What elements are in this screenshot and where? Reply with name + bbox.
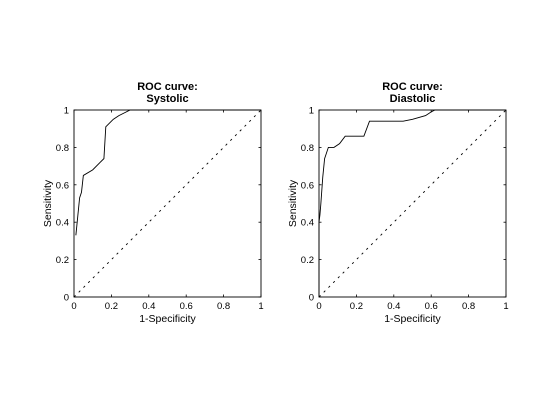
y-tick-label: 0.6 xyxy=(301,180,314,191)
y-tick-label: 0.4 xyxy=(301,218,314,229)
x-tick-label: 0.8 xyxy=(462,301,475,312)
x-axis-label: 1-Specificity xyxy=(384,313,441,325)
chart-subtitle: Diastolic xyxy=(390,93,436,105)
y-tick-label: 0.4 xyxy=(56,218,69,229)
chart-subtitle: Systolic xyxy=(146,93,188,105)
y-tick-label: 0.2 xyxy=(301,255,314,266)
chart-title: ROC curve: xyxy=(137,81,198,93)
x-tick-label: 1 xyxy=(503,301,508,312)
roc-curve-line xyxy=(75,109,261,236)
x-tick-label: 0.2 xyxy=(350,301,363,312)
axes-frame xyxy=(318,109,507,298)
x-axis-label: 1-Specificity xyxy=(139,313,196,325)
y-tick-label: 0.6 xyxy=(56,180,69,191)
roc-curve-line xyxy=(318,109,506,297)
y-tick-label: 1 xyxy=(309,106,314,117)
x-tick-label: 0.2 xyxy=(105,301,118,312)
y-axis-label: Sensitivity xyxy=(42,179,54,227)
y-tick-label: 0.8 xyxy=(301,143,314,154)
y-tick-label: 0.2 xyxy=(56,255,69,266)
roc-panel-2: 0 0.2 0.4 0.6 0.8 1 0 0.2 0.4 0.6 0.8 1 1-Specificit… xyxy=(287,81,509,325)
y-tick-label: 0 xyxy=(309,293,314,304)
x-tick-label: 0 xyxy=(316,301,321,312)
x-tick-label: 0.6 xyxy=(425,301,438,312)
chart-title: ROC curve: xyxy=(382,81,443,93)
y-tick-label: 1 xyxy=(64,106,69,117)
x-tick-label: 1 xyxy=(258,301,263,312)
axes-frame xyxy=(73,109,262,298)
x-tick-label: 0.6 xyxy=(180,301,193,312)
roc-panel-1: 0 0.2 0.4 0.6 0.8 1 0 0.2 0.4 0.6 0.8 1 1-Specificit… xyxy=(42,81,264,325)
x-tick-label: 0.4 xyxy=(142,301,155,312)
x-tick-label: 0.8 xyxy=(217,301,230,312)
y-tick-label: 0.8 xyxy=(56,143,69,154)
x-tick-label: 0.4 xyxy=(387,301,400,312)
y-axis-label: Sensitivity xyxy=(287,179,299,227)
x-tick-label: 0 xyxy=(71,301,76,312)
y-tick-label: 0 xyxy=(64,293,69,304)
